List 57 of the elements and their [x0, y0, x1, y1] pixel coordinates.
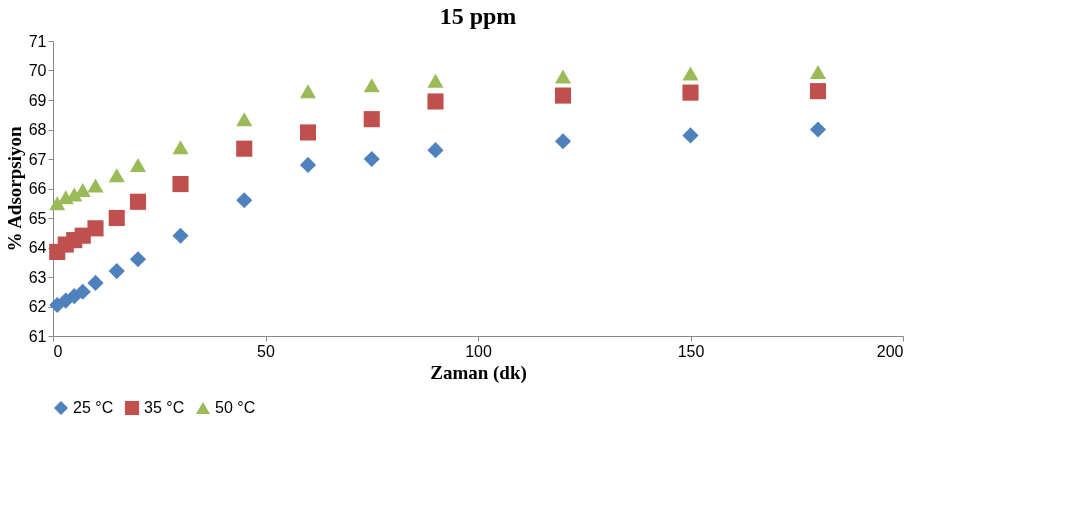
point — [682, 66, 699, 81]
point — [172, 227, 189, 244]
point — [108, 168, 125, 183]
point — [809, 83, 827, 100]
x-tick-label: 200 — [876, 342, 904, 360]
point — [427, 73, 444, 88]
x-tick-label: 0 — [53, 342, 63, 360]
point — [74, 283, 91, 300]
point — [87, 178, 104, 193]
legend-label: 25 °C — [73, 399, 114, 416]
point — [129, 251, 147, 268]
y-tick-label: 65 — [28, 209, 47, 227]
y-tick-label: 68 — [28, 121, 47, 138]
point — [299, 156, 317, 173]
y-tick-label: 63 — [28, 268, 47, 286]
point — [236, 112, 253, 127]
y-tick-label: 61 — [28, 327, 47, 345]
point — [554, 133, 572, 150]
legend-label: 35 °C — [144, 399, 185, 416]
point — [129, 157, 147, 172]
y-tick-label: 70 — [28, 62, 47, 79]
point — [427, 142, 444, 159]
x-tick-label: 50 — [257, 342, 275, 360]
point — [427, 93, 444, 110]
point — [363, 78, 380, 93]
point — [236, 192, 253, 209]
y-tick-label: 69 — [28, 91, 47, 109]
point — [172, 140, 189, 155]
chart-title: 15 ppm — [439, 3, 517, 29]
point — [299, 84, 317, 99]
y-axis-title: % Adsorpsiyon — [3, 126, 25, 252]
x-tick-label: 100 — [465, 342, 492, 360]
point — [129, 193, 147, 210]
point — [172, 176, 189, 193]
y-tick-label: 64 — [28, 239, 47, 256]
point — [87, 274, 104, 291]
y-tick-label: 66 — [28, 180, 47, 197]
legend-label: 50 °C — [215, 399, 256, 416]
point — [682, 127, 699, 144]
point — [49, 196, 66, 211]
point — [554, 87, 572, 104]
point — [87, 220, 104, 237]
x-tick-label: 150 — [677, 342, 705, 360]
point — [809, 121, 827, 138]
point — [108, 209, 125, 227]
point — [682, 84, 699, 101]
x-axis-title: Zaman (dk) — [430, 361, 527, 384]
y-tick-label: 71 — [28, 32, 47, 50]
point — [809, 64, 827, 79]
y-tick-label: 62 — [28, 298, 47, 315]
point — [363, 111, 380, 128]
y-tick-label: 67 — [28, 150, 47, 168]
point — [108, 263, 125, 280]
point — [299, 124, 317, 141]
point — [363, 150, 380, 168]
point — [554, 69, 572, 84]
point — [236, 140, 253, 157]
